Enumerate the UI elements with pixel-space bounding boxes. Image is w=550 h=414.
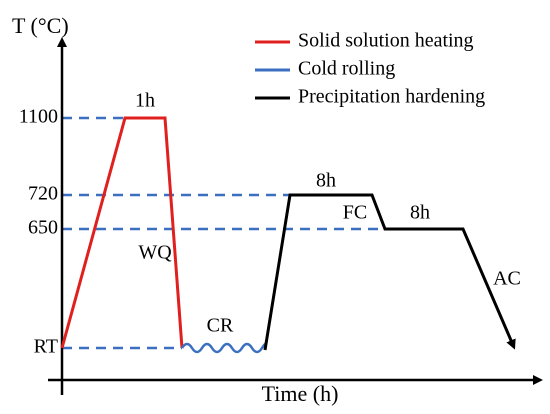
rolling-curve <box>180 342 267 354</box>
legend-label: Precipitation hardening <box>298 86 485 108</box>
annotation: 8h <box>410 202 430 224</box>
y-axis-label: T (°C) <box>12 13 69 38</box>
guides <box>62 116 385 350</box>
annotation: FC <box>343 202 367 224</box>
x-axis-label: Time (h) <box>262 381 339 406</box>
annotation: WQ <box>138 242 172 264</box>
legend-label: Cold rolling <box>298 58 395 80</box>
annotation: 8h <box>316 170 336 192</box>
legend-label: Solid solution heating <box>298 30 474 52</box>
annotation: AC <box>493 268 521 290</box>
hardening-curve <box>263 193 516 351</box>
annotation: CR <box>207 315 234 337</box>
y-tick-label: RT <box>34 336 58 358</box>
annotation: 1h <box>135 90 155 112</box>
y-tick-label: 650 <box>28 217 58 239</box>
heating-curve <box>60 116 184 349</box>
y-tick-label: 720 <box>28 183 58 205</box>
y-tick-label: 1100 <box>19 106 58 128</box>
